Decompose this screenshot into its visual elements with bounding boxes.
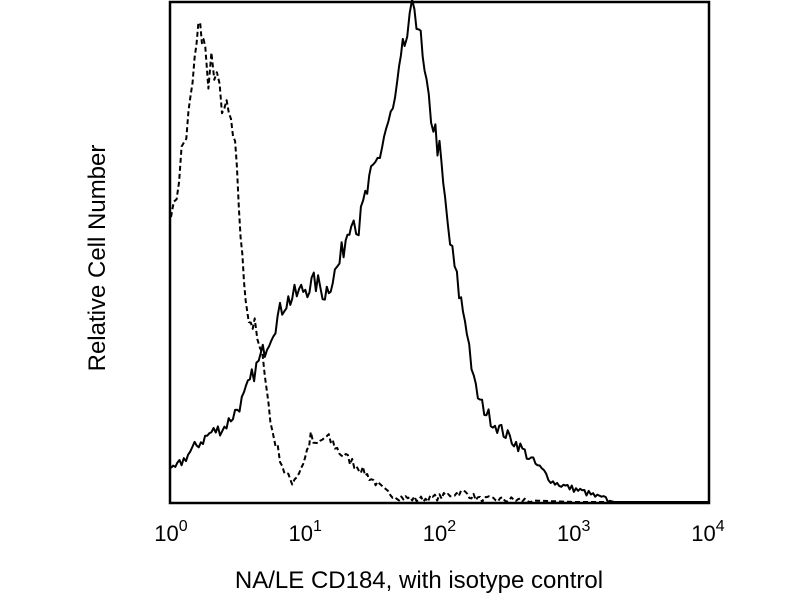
y-axis-title: Relative Cell Number [84, 145, 111, 372]
x-tick-label-2: 102 [423, 518, 456, 546]
x-axis-title: NA/LE CD184, with isotype control [235, 567, 603, 594]
x-tick-labels: 100 101 102 103 104 [154, 518, 724, 546]
x-tick-label-3: 103 [557, 518, 590, 546]
cd184-histogram-line [170, 0, 708, 503]
series-layer [170, 0, 708, 503]
x-tick-label-4: 104 [691, 518, 724, 546]
isotype-control-histogram-line [170, 21, 708, 503]
plot-frame [168, 0, 711, 505]
x-tick-label-0: 100 [154, 518, 187, 546]
x-tick-label-1: 101 [289, 518, 322, 546]
